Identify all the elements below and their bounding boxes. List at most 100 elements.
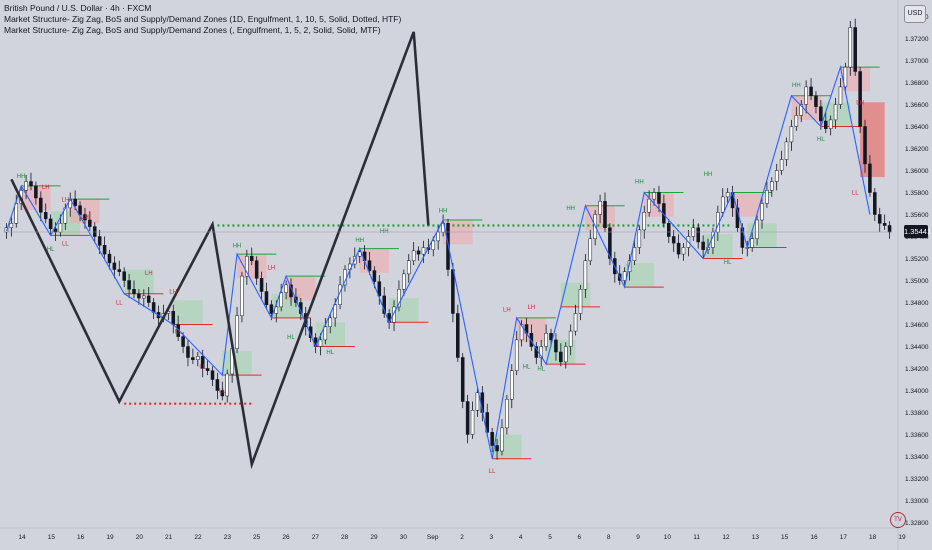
candle [774, 170, 779, 182]
candle [186, 346, 190, 358]
candle [200, 356, 205, 369]
candle [554, 339, 558, 353]
candle [838, 86, 843, 105]
candle [191, 357, 195, 360]
candle [416, 250, 421, 255]
time-tick-label: 28 [341, 534, 349, 541]
price-tick-label: 1.35600 [905, 212, 929, 219]
candle [127, 280, 131, 290]
time-tick-label: 4 [519, 534, 523, 541]
price-tick-label: 1.33200 [905, 476, 929, 483]
chart-legend: British Pound / U.S. Dollar · 4h · FXCM … [4, 3, 401, 36]
candle [568, 330, 573, 347]
candle [112, 262, 117, 270]
time-tick-label: 16 [77, 534, 85, 541]
time-tick-label: 11 [693, 534, 700, 541]
indicator-legend-2[interactable]: Market Structure- Zig Zag, BoS and Suppl… [4, 25, 381, 35]
candle [73, 198, 77, 206]
structure-label: LH [42, 185, 50, 191]
candle [667, 223, 671, 237]
candle [681, 247, 686, 255]
indicator-legend-1[interactable]: Market Structure- Zig Zag, BoS and Suppl… [4, 14, 402, 24]
candle [269, 304, 274, 314]
candle [770, 181, 774, 191]
candle [514, 339, 519, 371]
candle [887, 225, 892, 233]
candle [696, 227, 700, 243]
candle [863, 126, 867, 165]
candle [755, 219, 759, 239]
candle [181, 336, 185, 347]
candle [274, 306, 279, 314]
time-tick-label: 10 [664, 534, 672, 541]
candle [652, 192, 656, 200]
candle [58, 223, 63, 233]
price-tick-label: 1.32800 [905, 520, 929, 527]
candle [647, 198, 651, 213]
candle [549, 333, 553, 341]
candle [357, 251, 362, 257]
candle [573, 313, 578, 332]
symbol-title[interactable]: British Pound / U.S. Dollar · 4h · FXCM [4, 3, 152, 13]
structure-label: HL [287, 335, 295, 341]
time-tick-label: 12 [722, 534, 730, 541]
structure-label: HL [817, 137, 825, 143]
structure-label: LL [62, 241, 69, 247]
candle [622, 271, 627, 281]
candle [858, 71, 862, 127]
current-price-label: 1.35441 [904, 225, 932, 239]
time-tick-label: 23 [224, 534, 232, 541]
candle [603, 201, 607, 228]
price-tick-label: 1.34600 [905, 322, 929, 329]
time-tick-label: 9 [636, 534, 640, 541]
candle [122, 271, 126, 281]
time-tick-label: 5 [548, 534, 552, 541]
candle [809, 86, 813, 96]
structure-labels-layer: HH LH HL LH LL LH LL LH LL LH LL LL HH LH HL HL HH HH HH LL… [17, 83, 864, 475]
price-tick-label: 1.34000 [905, 388, 929, 395]
candle [9, 223, 14, 228]
structure-label: HH [792, 83, 801, 89]
candle [284, 284, 288, 293]
price-tick-label: 1.33000 [905, 498, 929, 505]
candle [411, 250, 416, 261]
structure-label: LH [528, 305, 536, 311]
time-tick-label: 22 [194, 534, 202, 541]
candle [14, 203, 19, 224]
candle [382, 295, 386, 314]
price-tick-label: 1.36000 [905, 168, 929, 175]
candle [318, 339, 323, 347]
structure-label: LL [852, 191, 859, 197]
candle [799, 104, 804, 116]
candle [495, 445, 499, 452]
candle [333, 304, 337, 319]
candle [814, 95, 818, 107]
zones-layer [21, 67, 885, 459]
candle [83, 214, 87, 221]
time-tick-label: 21 [165, 534, 173, 541]
structure-label: HH [566, 206, 575, 212]
time-tick-label: 29 [370, 534, 378, 541]
candle [510, 370, 514, 400]
candle [789, 126, 794, 143]
structure-label: HH [635, 180, 644, 186]
time-tick-label: 15 [781, 534, 789, 541]
candle [43, 212, 48, 220]
price-tick-label: 1.36800 [905, 80, 929, 87]
candle [205, 368, 210, 371]
tradingview-logo-icon[interactable]: TV [890, 512, 906, 528]
time-tick-label: 14 [18, 534, 26, 541]
candle [102, 245, 107, 255]
candle [235, 315, 239, 349]
candle [88, 219, 92, 227]
candle [392, 306, 396, 323]
candle [171, 311, 176, 325]
price-tick-label: 1.37200 [905, 36, 929, 43]
structure-label: LH [856, 101, 864, 107]
currency-button[interactable]: USD [904, 5, 926, 23]
structure-label: HH [439, 208, 448, 214]
mtf-zigzag-layer [5, 64, 871, 459]
